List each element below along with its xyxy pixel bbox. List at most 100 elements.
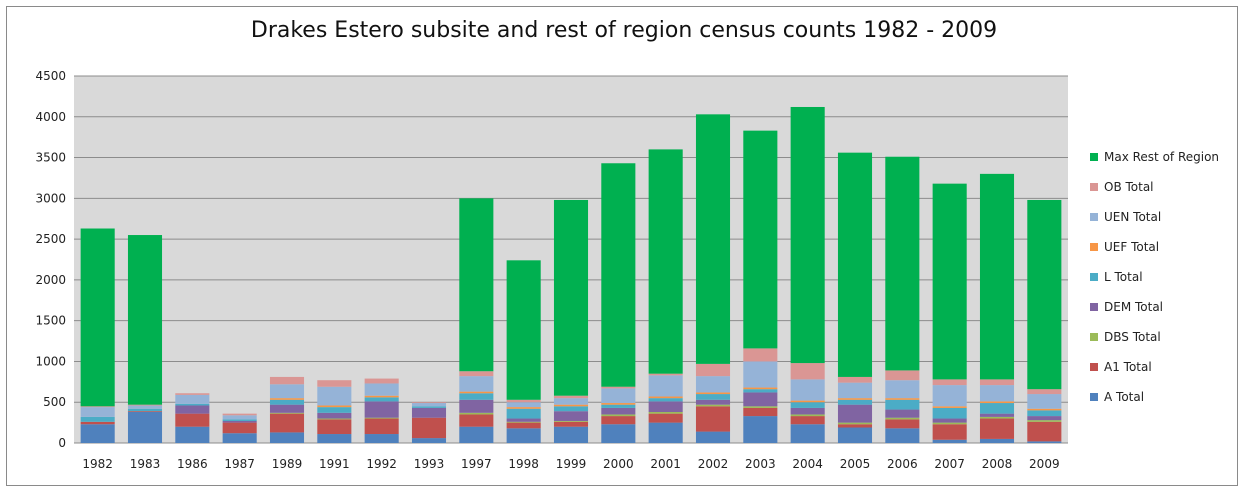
bar-segment: [364, 395, 399, 398]
bar-segment: [648, 373, 683, 376]
bar-segment: [837, 382, 873, 399]
bar-segment: [601, 404, 636, 408]
bar-segment: [695, 404, 731, 407]
bar-segment: [80, 424, 115, 443]
legend-swatch: [1090, 243, 1098, 251]
legend-swatch: [1090, 333, 1098, 341]
bar-segment: [411, 406, 447, 408]
bar-segment: [222, 422, 257, 434]
bar-segment: [317, 418, 352, 420]
bar-segment: [175, 405, 210, 414]
legend-label: UEN Total: [1104, 210, 1161, 224]
bar-segment: [601, 388, 636, 404]
bar-segment: [837, 376, 873, 383]
bar-segment: [459, 414, 494, 427]
bar-segment: [601, 424, 636, 443]
bar-segment: [269, 399, 305, 405]
bar-segment: [648, 398, 683, 402]
legend-swatch: [1090, 363, 1098, 371]
bar-segment: [979, 413, 1015, 417]
bar-segment: [269, 413, 305, 433]
bar-segment: [459, 371, 494, 377]
bar-segment: [790, 416, 825, 425]
bar-segment: [411, 438, 447, 443]
bar-segment: [695, 376, 731, 393]
bar-segment: [932, 379, 967, 386]
legend-swatch: [1090, 393, 1098, 401]
bar-segment: [1027, 416, 1062, 421]
bar-segment: [411, 417, 447, 439]
y-tick-label: 1000: [35, 354, 66, 368]
bar-segment: [553, 420, 589, 422]
bars: [80, 106, 1062, 443]
bar-segment: [885, 409, 920, 418]
legend-swatch: [1090, 273, 1098, 281]
x-tick-label: 2002: [698, 457, 729, 471]
bar-segment: [837, 424, 873, 428]
bar-segment: [127, 411, 163, 413]
bar-segment: [222, 413, 257, 416]
bar-segment: [364, 397, 399, 402]
bar-segment: [506, 428, 541, 443]
bar-segment: [459, 198, 494, 372]
bar-segment: [932, 385, 967, 407]
bar-segment: [648, 396, 683, 399]
bar-segment: [1027, 408, 1062, 411]
bar-segment: [175, 394, 210, 404]
bar-segment: [695, 114, 731, 364]
bar-segment: [459, 399, 494, 413]
y-tick-label: 3000: [35, 191, 66, 205]
bar-segment: [553, 406, 589, 412]
bar-segment: [269, 412, 305, 414]
legend-label: Max Rest of Region: [1104, 150, 1219, 164]
bar-segment: [932, 422, 967, 425]
bar-segment: [1027, 441, 1062, 443]
bar-segment: [648, 422, 683, 443]
bar-segment: [364, 434, 399, 443]
bar-segment: [695, 363, 731, 377]
bar-segment: [80, 228, 115, 407]
bar-segment: [364, 418, 399, 435]
legend-swatch: [1090, 183, 1098, 191]
bar-segment: [648, 401, 683, 413]
bar-segment: [80, 406, 115, 408]
bar-segment: [648, 149, 683, 374]
bar-segment: [553, 199, 589, 396]
bar-segment: [790, 363, 825, 380]
legend-swatch: [1090, 213, 1098, 221]
bar-segment: [743, 389, 778, 393]
bar-segment: [695, 431, 731, 443]
bar-segment: [837, 399, 873, 405]
legend-label: L Total: [1104, 270, 1143, 284]
bar-segment: [506, 402, 541, 408]
legend-label: A Total: [1104, 390, 1144, 404]
bar-segment: [127, 405, 163, 409]
bar-segment: [790, 106, 825, 364]
bar-segment: [127, 404, 163, 406]
x-tick-label: 1993: [414, 457, 445, 471]
bar-segment: [1027, 420, 1062, 422]
y-tick-label: 1500: [35, 314, 66, 328]
bar-segment: [932, 439, 967, 443]
x-tick-label: 2008: [982, 457, 1013, 471]
bar-segment: [979, 379, 1015, 386]
bar-segment: [269, 384, 305, 399]
bar-segment: [601, 407, 636, 415]
bar-segment: [790, 407, 825, 415]
bar-segment: [364, 383, 399, 396]
bar-segment: [1027, 410, 1062, 417]
y-tick-label: 2500: [35, 232, 66, 246]
bar-segment: [317, 407, 352, 413]
bar-segment: [790, 400, 825, 403]
x-tick-label: 1987: [224, 457, 255, 471]
bar-segment: [885, 419, 920, 429]
bar-segment: [222, 420, 257, 423]
legend-swatch: [1090, 153, 1098, 161]
bar-segment: [885, 380, 920, 399]
bar-segment: [790, 379, 825, 401]
bar-segment: [979, 401, 1015, 404]
bar-segment: [459, 393, 494, 400]
bar-segment: [837, 427, 873, 443]
legend-label: A1 Total: [1104, 360, 1152, 374]
